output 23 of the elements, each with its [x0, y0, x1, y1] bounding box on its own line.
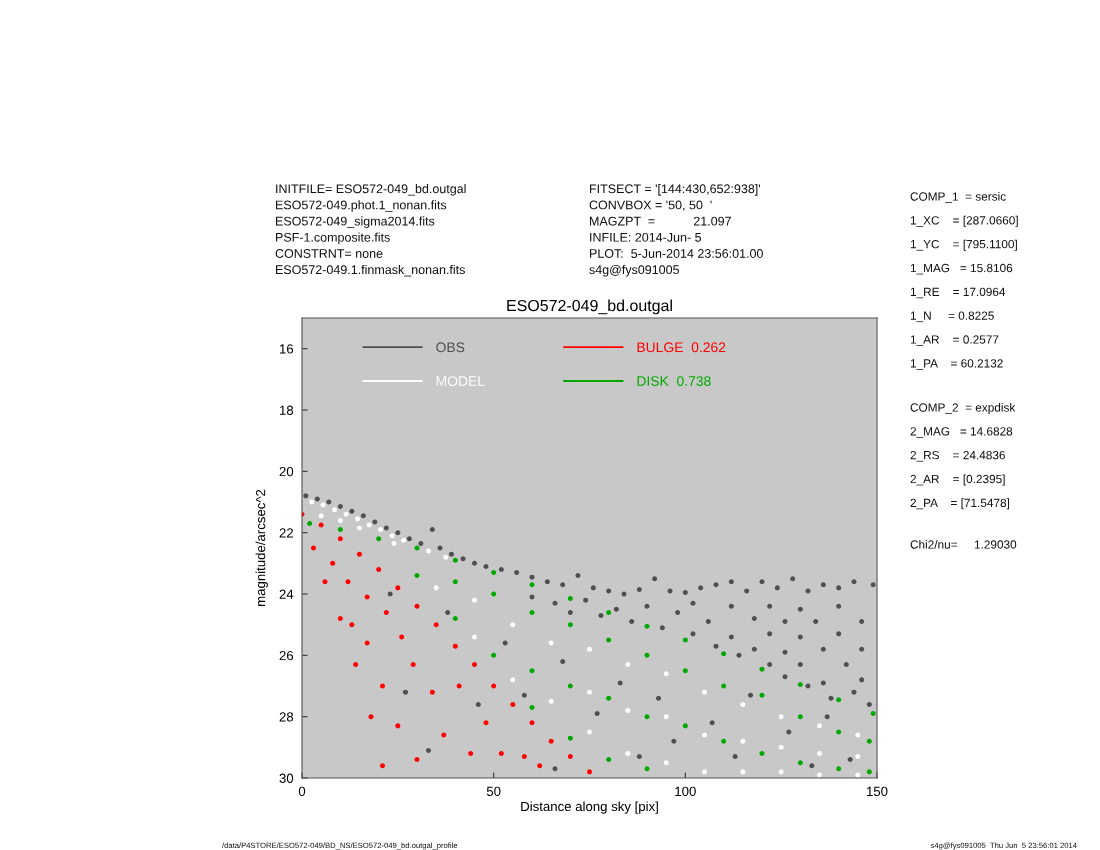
chart-title: ESO572-049_bd.outgal — [507, 299, 672, 315]
y-tick-label: 24 — [279, 589, 294, 599]
y-tick-label: 30 — [279, 773, 294, 783]
x-tick-label: 100 — [675, 786, 696, 797]
legend-label: DISK 0.738 — [637, 376, 711, 386]
y-tick-label: 28 — [279, 712, 294, 722]
legend-label: BULGE 0.262 — [637, 342, 726, 353]
text: COMP_2 = expdisk 2_MAG = 14.6828 2_RS = 24.4836 2_AR = [0.2395] 2_PA = [71.5478] — [910, 403, 1016, 510]
x-tick-label: 50 — [486, 786, 501, 797]
text: COMP_1 = sersic 1_XC = [287.0660] 1_YC = [795.1100] 1_MAG = 15.8106 1_RE = 17.0964 1_N = 0.8225 1_AR = 0.2577 1_PA = 60.2132 — [910, 192, 1018, 370]
x-axis-title: Distance along sky [pix] — [521, 801, 658, 814]
text: INITFILE= ESO572-049_bd.outgal ESO572-049.phot.1_nonan.fits ESO572-049_sigma2014.fits PSF-1.composite.fits CONSTRNT= none ESO572-049.1.finmask_nonan.fits — [275, 184, 466, 277]
text: FITSECT = '[144:430,652:938]' CONVBOX = '50, 50 ' MAGZPT = 21.097 INFILE: 2014-Jun- 5 PLOT: 5-Jun-2014 23:56:01.00 s4g@fys091005 — [589, 184, 763, 277]
y-axis-title: magnitude/arcsec^2 — [255, 489, 268, 606]
x-tick-label: 0 — [298, 786, 306, 797]
y-tick-label: 20 — [279, 466, 294, 477]
text: Chi2/nu= 1.29030 — [910, 540, 1017, 549]
y-tick-label: 18 — [280, 405, 294, 415]
y-tick-label: 16 — [280, 344, 294, 354]
legend-label: OBS — [436, 342, 465, 353]
y-tick-label: 22 — [279, 528, 294, 538]
x-tick-label: 150 — [867, 786, 888, 797]
y-tick-label: 26 — [279, 650, 294, 661]
